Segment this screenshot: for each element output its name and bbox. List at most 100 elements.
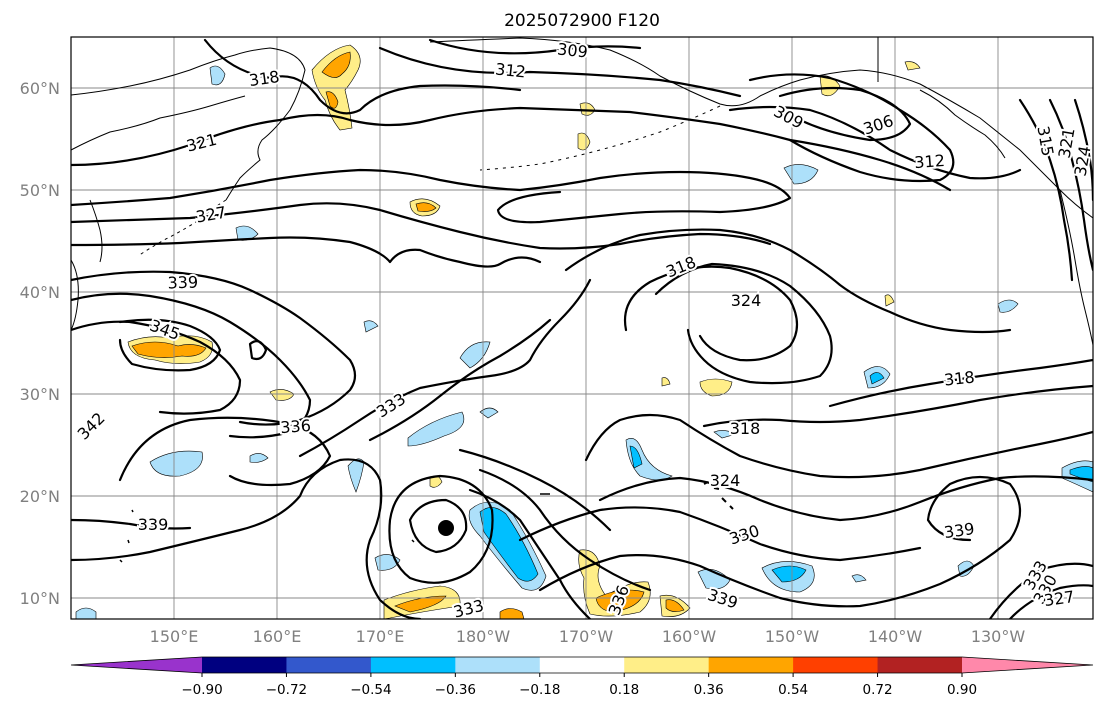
kamchatka-coast — [71, 47, 306, 201]
shaded-anomaly-fills — [75, 44, 1093, 619]
warm-anomaly-core — [415, 202, 437, 212]
warm-anomaly-core — [325, 91, 339, 109]
alaska-panhandle — [919, 89, 1006, 159]
warm-anomaly-patch — [661, 377, 671, 387]
contour-333-south — [368, 318, 552, 442]
colorbar-segment — [624, 657, 710, 673]
contour-321 — [71, 106, 952, 192]
colorbar-tick-label: −0.54 — [350, 682, 391, 698]
lat-label: 10°N — [20, 589, 60, 608]
contour-southeast — [988, 562, 1093, 619]
cool-anomaly-patch — [249, 453, 269, 463]
colorbar-tick-label: 0.54 — [778, 682, 808, 698]
map-frame — [70, 36, 1094, 620]
map-area: 309 312 318 321 327 339 345 342 336 333 … — [71, 37, 1095, 619]
contour-330-lower — [598, 475, 1093, 522]
colorbar-segment — [793, 657, 879, 673]
aleutian-chain — [479, 105, 721, 171]
colorbar-segment — [455, 657, 541, 673]
lat-label: 20°N — [20, 487, 60, 506]
contour-label: 324 — [1071, 144, 1095, 177]
lon-label: 150°E — [150, 627, 199, 646]
contour-cell-ring — [408, 498, 468, 554]
japan-coast — [71, 259, 79, 331]
warm-anomaly-core — [394, 595, 447, 613]
warm-anomaly-patch — [819, 75, 841, 97]
contour-east-stack-1 — [1018, 98, 1074, 282]
contour-label: 318 — [730, 419, 761, 438]
colorbar-segment — [877, 657, 963, 673]
cool-anomaly-core — [629, 445, 643, 469]
colorbar-segment — [539, 657, 625, 673]
contour-label: 312 — [494, 59, 526, 81]
contour-cell-ring-outer — [388, 474, 494, 584]
warm-anomaly-patch — [699, 378, 733, 397]
lat-label: 50°N — [20, 181, 60, 200]
contour-label: 339 — [167, 272, 198, 292]
longitude-labels: 150°E 160°E 170°E 180°W 170°W 160°W 150°… — [150, 627, 1026, 646]
cool-anomaly-patch — [479, 407, 499, 419]
contour-west-bottom — [71, 458, 422, 619]
lon-label: 180°W — [456, 627, 511, 646]
lon-label: 160°W — [662, 627, 717, 646]
siberia-coast — [71, 95, 246, 151]
contour-339-lower — [538, 475, 1021, 608]
contour-318-west — [203, 38, 522, 115]
colorbar-segment — [370, 657, 456, 673]
contour-333 — [298, 278, 592, 458]
contour-339 — [71, 292, 312, 439]
cool-anomaly-patch — [407, 411, 465, 447]
contour-324-center — [623, 265, 799, 362]
contour-trough-1 — [468, 488, 592, 619]
colorbar-tick-label: 0.36 — [694, 682, 724, 698]
cool-anomaly-patch — [851, 574, 867, 583]
contour-west-small-loop — [248, 340, 268, 361]
cool-anomaly-patch — [713, 430, 737, 439]
lat-label: 60°N — [20, 79, 60, 98]
lon-label: 140°W — [868, 627, 923, 646]
cool-anomaly-patch — [997, 299, 1019, 313]
warm-anomaly-patch — [499, 608, 525, 619]
colorbar-tick-label: 0.18 — [609, 682, 639, 698]
small-islands — [119, 493, 550, 563]
cyclone-center-marker — [438, 520, 454, 536]
colorbar-tick-label: −0.36 — [435, 682, 476, 698]
contour-southeast-2 — [1008, 584, 1093, 619]
sakhalin-coast — [89, 199, 103, 263]
contour-324-lower — [584, 413, 1093, 479]
cool-anomaly-patch — [783, 164, 819, 185]
colorbar-tick-label: 0.72 — [863, 682, 893, 698]
colorbar-segment — [202, 657, 287, 673]
contour-318-lower — [702, 384, 1093, 428]
contour-label: 312 — [914, 151, 946, 172]
cool-anomaly-patch — [459, 341, 491, 369]
contour-336 — [71, 270, 357, 426]
cool-anomaly-patch — [363, 320, 379, 333]
warm-anomaly-core — [131, 341, 207, 358]
contour-label: 318 — [248, 67, 281, 90]
warm-anomaly-patch — [904, 61, 921, 71]
colorbar: −0.90 −0.72 −0.54 −0.36 −0.18 0.18 0.36 0.54 0.7… — [70, 656, 1094, 698]
contour-318-east — [828, 358, 1093, 408]
colorbar-segment — [286, 657, 372, 673]
colorbar-tick-label: −0.72 — [266, 682, 307, 698]
contour-306 — [778, 86, 912, 142]
cool-anomaly-core — [771, 565, 807, 583]
contour-318-center — [564, 228, 1012, 334]
contour-339-west — [71, 518, 192, 530]
contour-309-west — [428, 38, 642, 55]
cool-anomaly-core — [479, 507, 539, 582]
contour-label: 324 — [710, 471, 741, 490]
contour-trough-2 — [478, 468, 652, 592]
lon-label: 130°W — [971, 627, 1026, 646]
colorbar-tick-label: −0.18 — [519, 682, 560, 698]
contour-east-stack-2 — [1048, 98, 1093, 272]
contour-330 — [71, 236, 542, 268]
lon-label: 170°E — [356, 627, 405, 646]
north-america-coast — [1059, 189, 1093, 346]
contour-trough-3 — [458, 448, 612, 532]
cool-anomaly-core — [869, 372, 885, 385]
warm-anomaly-core — [595, 589, 645, 613]
lat-label: 40°N — [20, 283, 60, 302]
